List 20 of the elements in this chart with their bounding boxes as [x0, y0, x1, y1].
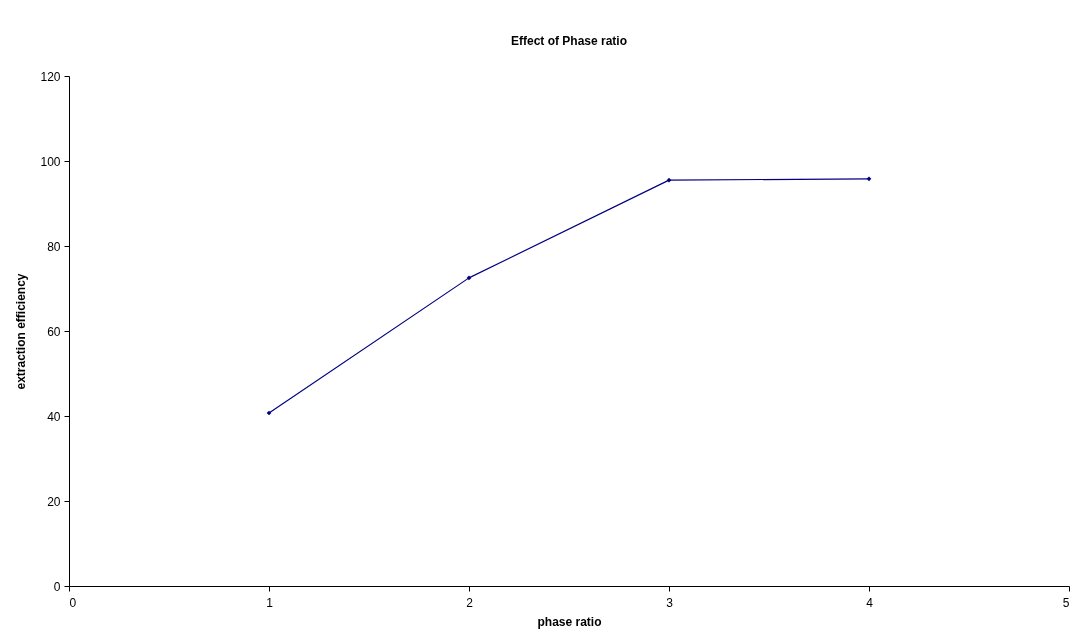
- point: [666, 177, 672, 183]
- y-tick-label: 60: [47, 324, 61, 339]
- y-axis-title: extraction efficiency: [14, 273, 29, 390]
- point: [266, 410, 272, 416]
- x-tick-label: 0: [69, 595, 77, 610]
- x-tick-label: 1: [266, 595, 274, 610]
- x-tick-label: 4: [866, 595, 874, 610]
- y-tick-label: 40: [47, 409, 61, 424]
- point: [866, 176, 872, 182]
- x-tick-label: 3: [666, 595, 674, 610]
- y-tick-label: 120: [40, 69, 61, 84]
- y-tick-label: 0: [53, 579, 61, 594]
- x-tick-label: 5: [1062, 595, 1070, 610]
- y-tick-label: 80: [47, 239, 61, 254]
- x-tick-label: 2: [466, 595, 474, 610]
- y-tick-label: 20: [47, 494, 61, 509]
- x-axis-title: phase ratio: [537, 614, 602, 629]
- point: [466, 275, 472, 281]
- y-tick-label: 100: [40, 154, 61, 169]
- chart-title: Effect of Phase ratio: [510, 34, 628, 48]
